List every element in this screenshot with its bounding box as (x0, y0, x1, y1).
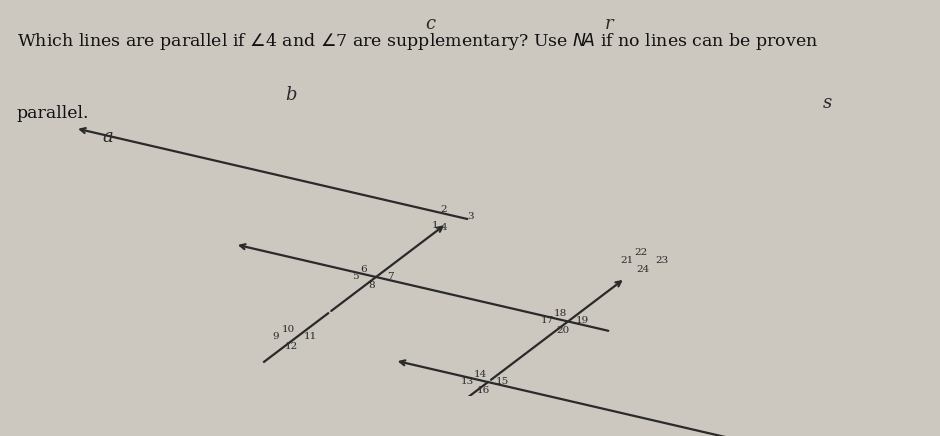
Text: 13: 13 (461, 377, 474, 386)
Text: 24: 24 (636, 265, 650, 274)
Text: 8: 8 (368, 281, 375, 290)
Text: 23: 23 (655, 255, 668, 265)
Text: 2: 2 (441, 205, 447, 214)
Text: c: c (426, 15, 435, 33)
Text: r: r (604, 15, 614, 33)
Text: 1: 1 (432, 221, 439, 230)
Text: 4: 4 (441, 223, 447, 232)
Text: parallel.: parallel. (17, 105, 89, 122)
Text: 9: 9 (272, 332, 278, 341)
Text: a: a (102, 127, 114, 146)
Text: 21: 21 (620, 255, 634, 265)
Text: 11: 11 (304, 332, 317, 341)
Text: Which lines are parallel if $\angle$4 and $\angle$7 are supplementary? Use $N\!A: Which lines are parallel if $\angle$4 an… (17, 31, 818, 51)
Text: 12: 12 (285, 342, 298, 351)
Text: 19: 19 (575, 316, 588, 325)
Text: 7: 7 (386, 272, 394, 281)
Text: s: s (822, 94, 832, 112)
Text: 18: 18 (554, 309, 567, 318)
Text: 22: 22 (634, 249, 647, 257)
Text: 5: 5 (352, 272, 359, 281)
Text: b: b (286, 86, 297, 104)
Text: 6: 6 (360, 266, 368, 274)
Text: 17: 17 (540, 316, 554, 325)
Text: 20: 20 (556, 326, 570, 335)
Text: 15: 15 (495, 377, 509, 386)
Text: 10: 10 (282, 325, 295, 334)
Text: 14: 14 (474, 370, 487, 378)
Text: 3: 3 (467, 212, 474, 221)
Text: 16: 16 (477, 386, 490, 395)
